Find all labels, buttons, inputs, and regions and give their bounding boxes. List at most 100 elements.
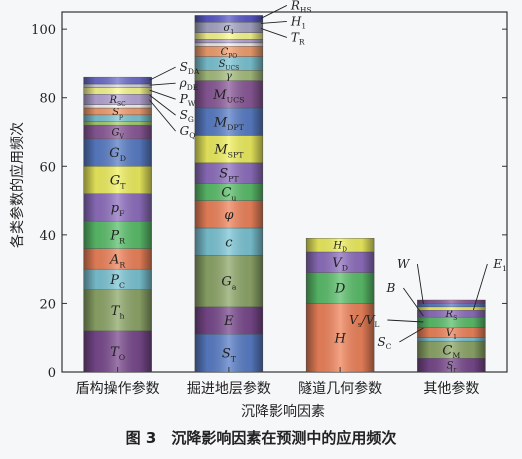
callout-arrow [403, 287, 424, 317]
callout-arrow [149, 89, 176, 100]
bar-segment-shade [417, 317, 486, 328]
bar-segment-shade [417, 300, 486, 304]
callout-label: SG [180, 108, 194, 124]
bar-segment-shade [83, 289, 152, 331]
segment-label: Sp [112, 107, 123, 120]
callout-label: SC [377, 335, 391, 351]
callout-label: W [397, 257, 411, 271]
x-tick-label: 盾构操作参数 [76, 380, 160, 397]
bar-segment-shade [417, 327, 486, 338]
bar-segment-shade [83, 193, 152, 222]
bar-segment-shade [194, 32, 263, 40]
x-tick-label: 掘进地层参数 [187, 380, 271, 397]
bar-segment-shade [194, 306, 263, 335]
y-tick-label: 60 [39, 160, 56, 175]
callout-arrow [260, 20, 287, 24]
bar-segment-shade [194, 39, 263, 43]
x-tick-label: 其他参数 [423, 380, 479, 397]
segment-label: V1 [446, 328, 457, 341]
bar-segment-shade [83, 87, 152, 95]
bar-segment-shade [417, 310, 486, 318]
callout-arrow [260, 5, 288, 19]
callout-label: TR [291, 30, 305, 46]
callout-label: H1 [290, 14, 306, 30]
segment-label: H [333, 331, 346, 346]
bar-segment-shade [83, 138, 152, 167]
callout-arrow [149, 99, 176, 132]
bar-segment-shade [417, 341, 486, 359]
figure-caption: 图 3 沉降影响因素在预测中的应用频次 [125, 429, 397, 447]
bar-segment-shade [417, 358, 486, 372]
callout-label: Vs/VL [349, 313, 379, 329]
callout-arrow [149, 66, 176, 81]
bar-segment-shade [417, 306, 486, 311]
plot-area [61, 11, 508, 373]
x-axis-label: 沉降影响因素 [241, 404, 325, 420]
segment-label: c [225, 235, 233, 250]
bar-segment-shade [83, 125, 152, 139]
bar-segment-shade [194, 22, 263, 33]
callout-arrow [472, 263, 488, 311]
bar-segment-shade [306, 303, 375, 372]
callout-arrow [416, 263, 424, 305]
y-tick-label: 20 [39, 297, 56, 312]
bar-segment-shade [194, 183, 263, 201]
bar-segment-shade [194, 46, 263, 57]
bar-segment-shade [83, 108, 152, 115]
y-tick-label: 100 [31, 23, 56, 38]
bars: TOThPCARPRpFGTGDGVSpRSCSTEGacφCuSPTMSPTM… [83, 15, 486, 374]
bar-segment-shade [83, 121, 152, 126]
bar-segment-shade [417, 337, 486, 342]
segment-label: γ [226, 71, 232, 82]
y-axis-label: 各类参数的应用频次 [9, 122, 26, 248]
bar-segment-shade [194, 162, 263, 184]
callout-arrow [399, 327, 424, 343]
stacked-bar-chart: TOThPCARPRpFGTGDGVSpRSCSTEGacφCuSPTMSPTM… [9, 0, 508, 420]
bar-segment-shade [194, 135, 263, 163]
bar-segment-shade [83, 94, 152, 105]
bar-segment-shade [83, 166, 152, 194]
segment-label: σ1 [224, 23, 235, 36]
bar-segment-shade [194, 56, 263, 71]
y-tick-label: 40 [39, 229, 56, 244]
bar-segment-shade [306, 272, 375, 304]
bar-segment-shade [194, 334, 263, 372]
bar-segment-shade [194, 15, 263, 23]
segment-label: φ [224, 208, 234, 223]
segment-label: E [223, 314, 234, 329]
callout-arrow [149, 94, 176, 116]
bar-segment-shade [417, 303, 486, 307]
callout-arrow [149, 82, 176, 86]
callout-label: RHS [290, 0, 312, 14]
bar-segment-shade [194, 42, 263, 47]
bar-segment-shade [194, 200, 263, 228]
plot-frame [61, 11, 508, 373]
bar-segment-shade [83, 221, 152, 249]
bar-segment-shade [194, 255, 263, 307]
bar-segment-shade [83, 104, 152, 108]
y-tick-label: 0 [48, 366, 56, 381]
axes: 0 20 40 60 80 100 盾构操作参数 掘进地层参数 隧道几何参数 其他参数 [31, 23, 507, 397]
bar-segment-shade [194, 80, 263, 108]
callout-label: GQ [180, 124, 196, 140]
x-tick-label: 隧道几何参数 [298, 380, 382, 397]
bar-segment-shade [83, 248, 152, 270]
callout-label: E1 [492, 257, 507, 273]
bar-segment-shade [194, 108, 263, 136]
callout-arrow [387, 319, 424, 323]
callout-label: B [386, 281, 396, 295]
bar-segment-shade [83, 84, 152, 88]
bar-segment-shade [83, 330, 152, 372]
y-tick-label: 80 [39, 92, 56, 107]
bar-segment-shade [83, 114, 152, 122]
callout-label: PW [179, 92, 196, 108]
bar-segment-shade [194, 228, 263, 256]
bar-segment-shade [83, 269, 152, 290]
bar-segment-shade [194, 70, 263, 81]
segment-label: D [334, 282, 346, 297]
bar-segment-shade [306, 252, 375, 273]
bar-segment-shade [306, 238, 375, 252]
bar-segment-shade [83, 77, 152, 84]
callout-arrow [260, 28, 288, 38]
